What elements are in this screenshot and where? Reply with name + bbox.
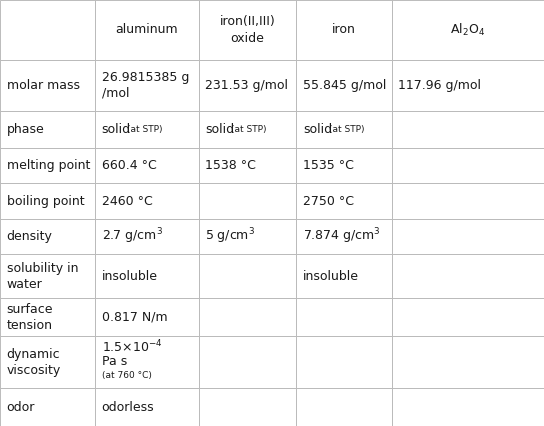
Text: phase: phase [7,123,44,136]
Bar [392,183,544,219]
Bar [392,254,544,298]
Bar [0,111,95,148]
Text: 117.96 g/mol: 117.96 g/mol [398,79,481,92]
Bar [0,0,95,60]
Text: Pa s: Pa s [102,354,127,368]
Bar [392,60,544,111]
Text: 1538 °C: 1538 °C [205,159,256,172]
Bar [199,183,296,219]
Bar [95,254,199,298]
Bar [296,60,392,111]
Bar [95,111,199,148]
Text: solid: solid [205,123,234,136]
Bar [0,219,95,254]
Text: solid: solid [102,123,131,136]
Text: melting point: melting point [7,159,90,172]
Bar [0,336,95,388]
Text: (at STP): (at STP) [127,125,163,134]
Bar [296,336,392,388]
Text: Al$_2$O$_4$: Al$_2$O$_4$ [450,22,485,38]
Bar [296,254,392,298]
Bar [392,111,544,148]
Bar [199,388,296,426]
Text: insoluble: insoluble [303,270,359,282]
Text: dynamic
viscosity: dynamic viscosity [7,348,61,377]
Text: odor: odor [7,400,35,414]
Text: odorless: odorless [102,400,154,414]
Bar [95,219,199,254]
Bar [296,298,392,336]
Bar [296,0,392,60]
Bar [95,336,199,388]
Bar [392,336,544,388]
Bar [199,219,296,254]
Bar [0,388,95,426]
Text: 660.4 °C: 660.4 °C [102,159,157,172]
Text: boiling point: boiling point [7,195,84,207]
Bar [0,298,95,336]
Bar [392,0,544,60]
Bar [95,298,199,336]
Text: (at 760 °C): (at 760 °C) [102,371,152,380]
Bar [0,60,95,111]
Text: (at STP): (at STP) [231,125,266,134]
Text: 231.53 g/mol: 231.53 g/mol [205,79,288,92]
Bar [95,388,199,426]
Bar [392,219,544,254]
Text: 2460 °C: 2460 °C [102,195,152,207]
Bar [0,254,95,298]
Bar [199,111,296,148]
Text: 1.5×10$^{-4}$: 1.5×10$^{-4}$ [102,338,163,355]
Text: 26.9815385 g
/mol: 26.9815385 g /mol [102,71,189,100]
Text: insoluble: insoluble [102,270,158,282]
Bar [296,219,392,254]
Text: 2.7 g/cm$^3$: 2.7 g/cm$^3$ [102,227,163,246]
Text: 2750 °C: 2750 °C [303,195,354,207]
Bar [95,148,199,183]
Text: surface
tension: surface tension [7,302,53,332]
Bar [296,388,392,426]
Bar [0,148,95,183]
Bar [199,148,296,183]
Bar [199,0,296,60]
Bar [199,254,296,298]
Bar [0,183,95,219]
Text: iron: iron [332,23,356,36]
Bar [296,111,392,148]
Bar [95,60,199,111]
Text: aluminum: aluminum [115,23,178,36]
Bar [95,0,199,60]
Text: 1535 °C: 1535 °C [303,159,354,172]
Text: solubility in
water: solubility in water [7,262,78,291]
Text: density: density [7,230,52,243]
Text: molar mass: molar mass [7,79,79,92]
Bar [296,148,392,183]
Bar [199,336,296,388]
Bar [392,298,544,336]
Text: 7.874 g/cm$^3$: 7.874 g/cm$^3$ [303,227,381,246]
Text: 0.817 N/m: 0.817 N/m [102,311,168,324]
Text: iron(II,III)
oxide: iron(II,III) oxide [220,15,275,45]
Text: (at STP): (at STP) [329,125,364,134]
Bar [95,183,199,219]
Text: solid: solid [303,123,332,136]
Bar [392,148,544,183]
Bar [296,183,392,219]
Text: 5 g/cm$^3$: 5 g/cm$^3$ [205,227,255,246]
Bar [199,60,296,111]
Bar [392,388,544,426]
Bar [199,298,296,336]
Text: 55.845 g/mol: 55.845 g/mol [303,79,386,92]
